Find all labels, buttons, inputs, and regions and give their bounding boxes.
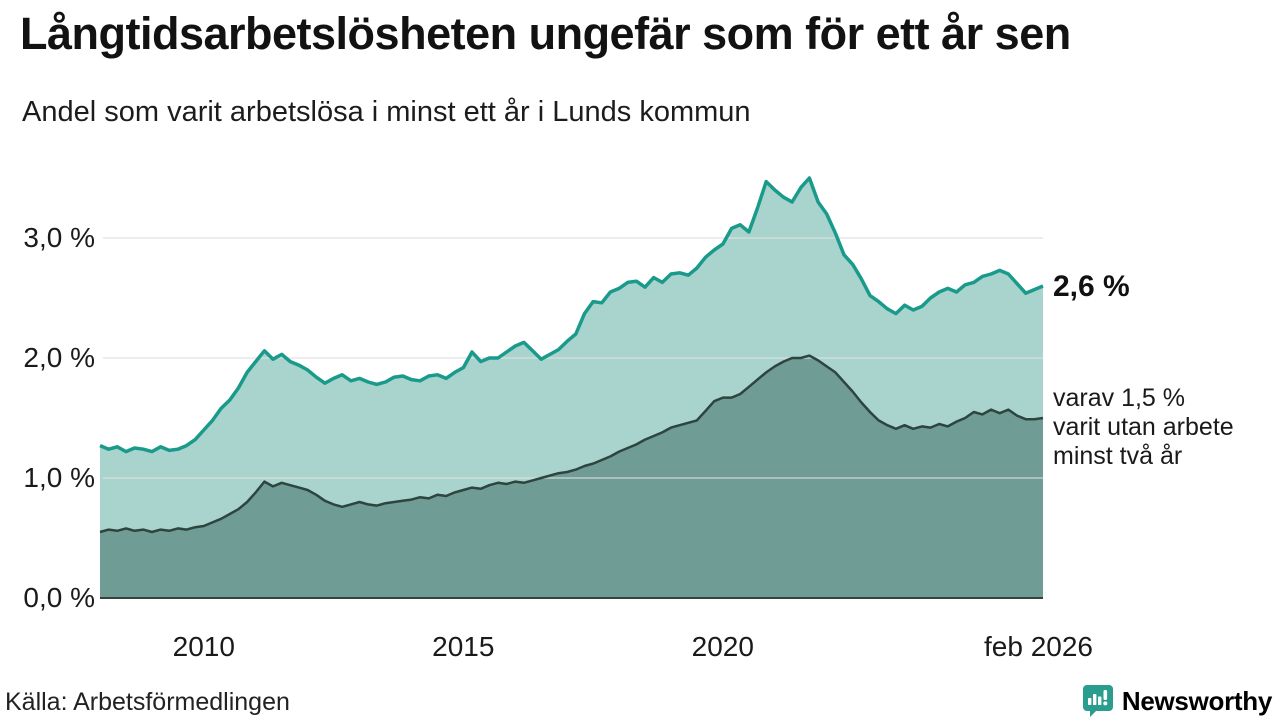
latest-value-label: 2,6 % (1053, 270, 1130, 303)
newsworthy-wordmark: Newsworthy (1121, 685, 1272, 716)
area-two-year-unemployed (100, 355, 1043, 598)
two-year-annotation-line2: varit utan arbete (1053, 413, 1234, 441)
page-subtitle: Andel som varit arbetslösa i minst ett å… (22, 96, 751, 128)
x-tick-label-feb-2026: feb 2026 (983, 631, 1093, 662)
y-tick-label-2: 2,0 % (23, 342, 95, 373)
two-year-annotation: varav 1,5 % varit utan arbete minst två … (1053, 384, 1234, 471)
source-attribution: Källa: Arbetsförmedlingen (5, 688, 290, 716)
y-tick-label-3: 3,0 % (23, 222, 95, 253)
line-two-year-unemployed (99, 354, 1044, 534)
y-tick-label-0: 0,0 % (23, 582, 95, 613)
line-total-unemployed (99, 176, 1044, 454)
x-tick-label-2010: 2010 (172, 631, 235, 662)
y-tick-label-1: 1,0 % (23, 462, 95, 493)
x-tick-label-2015: 2015 (432, 631, 495, 662)
newsworthy-bubble-icon (1082, 685, 1113, 717)
x-tick-label-2020: 2020 (691, 631, 754, 662)
newsworthy-logo[interactable]: Newsworthy (1082, 684, 1272, 718)
two-year-annotation-line1: varav 1,5 % (1053, 384, 1186, 412)
page-title: Långtidsarbetslösheten ungefär som för e… (20, 8, 1071, 59)
two-year-annotation-line3: minst två år (1053, 442, 1183, 470)
